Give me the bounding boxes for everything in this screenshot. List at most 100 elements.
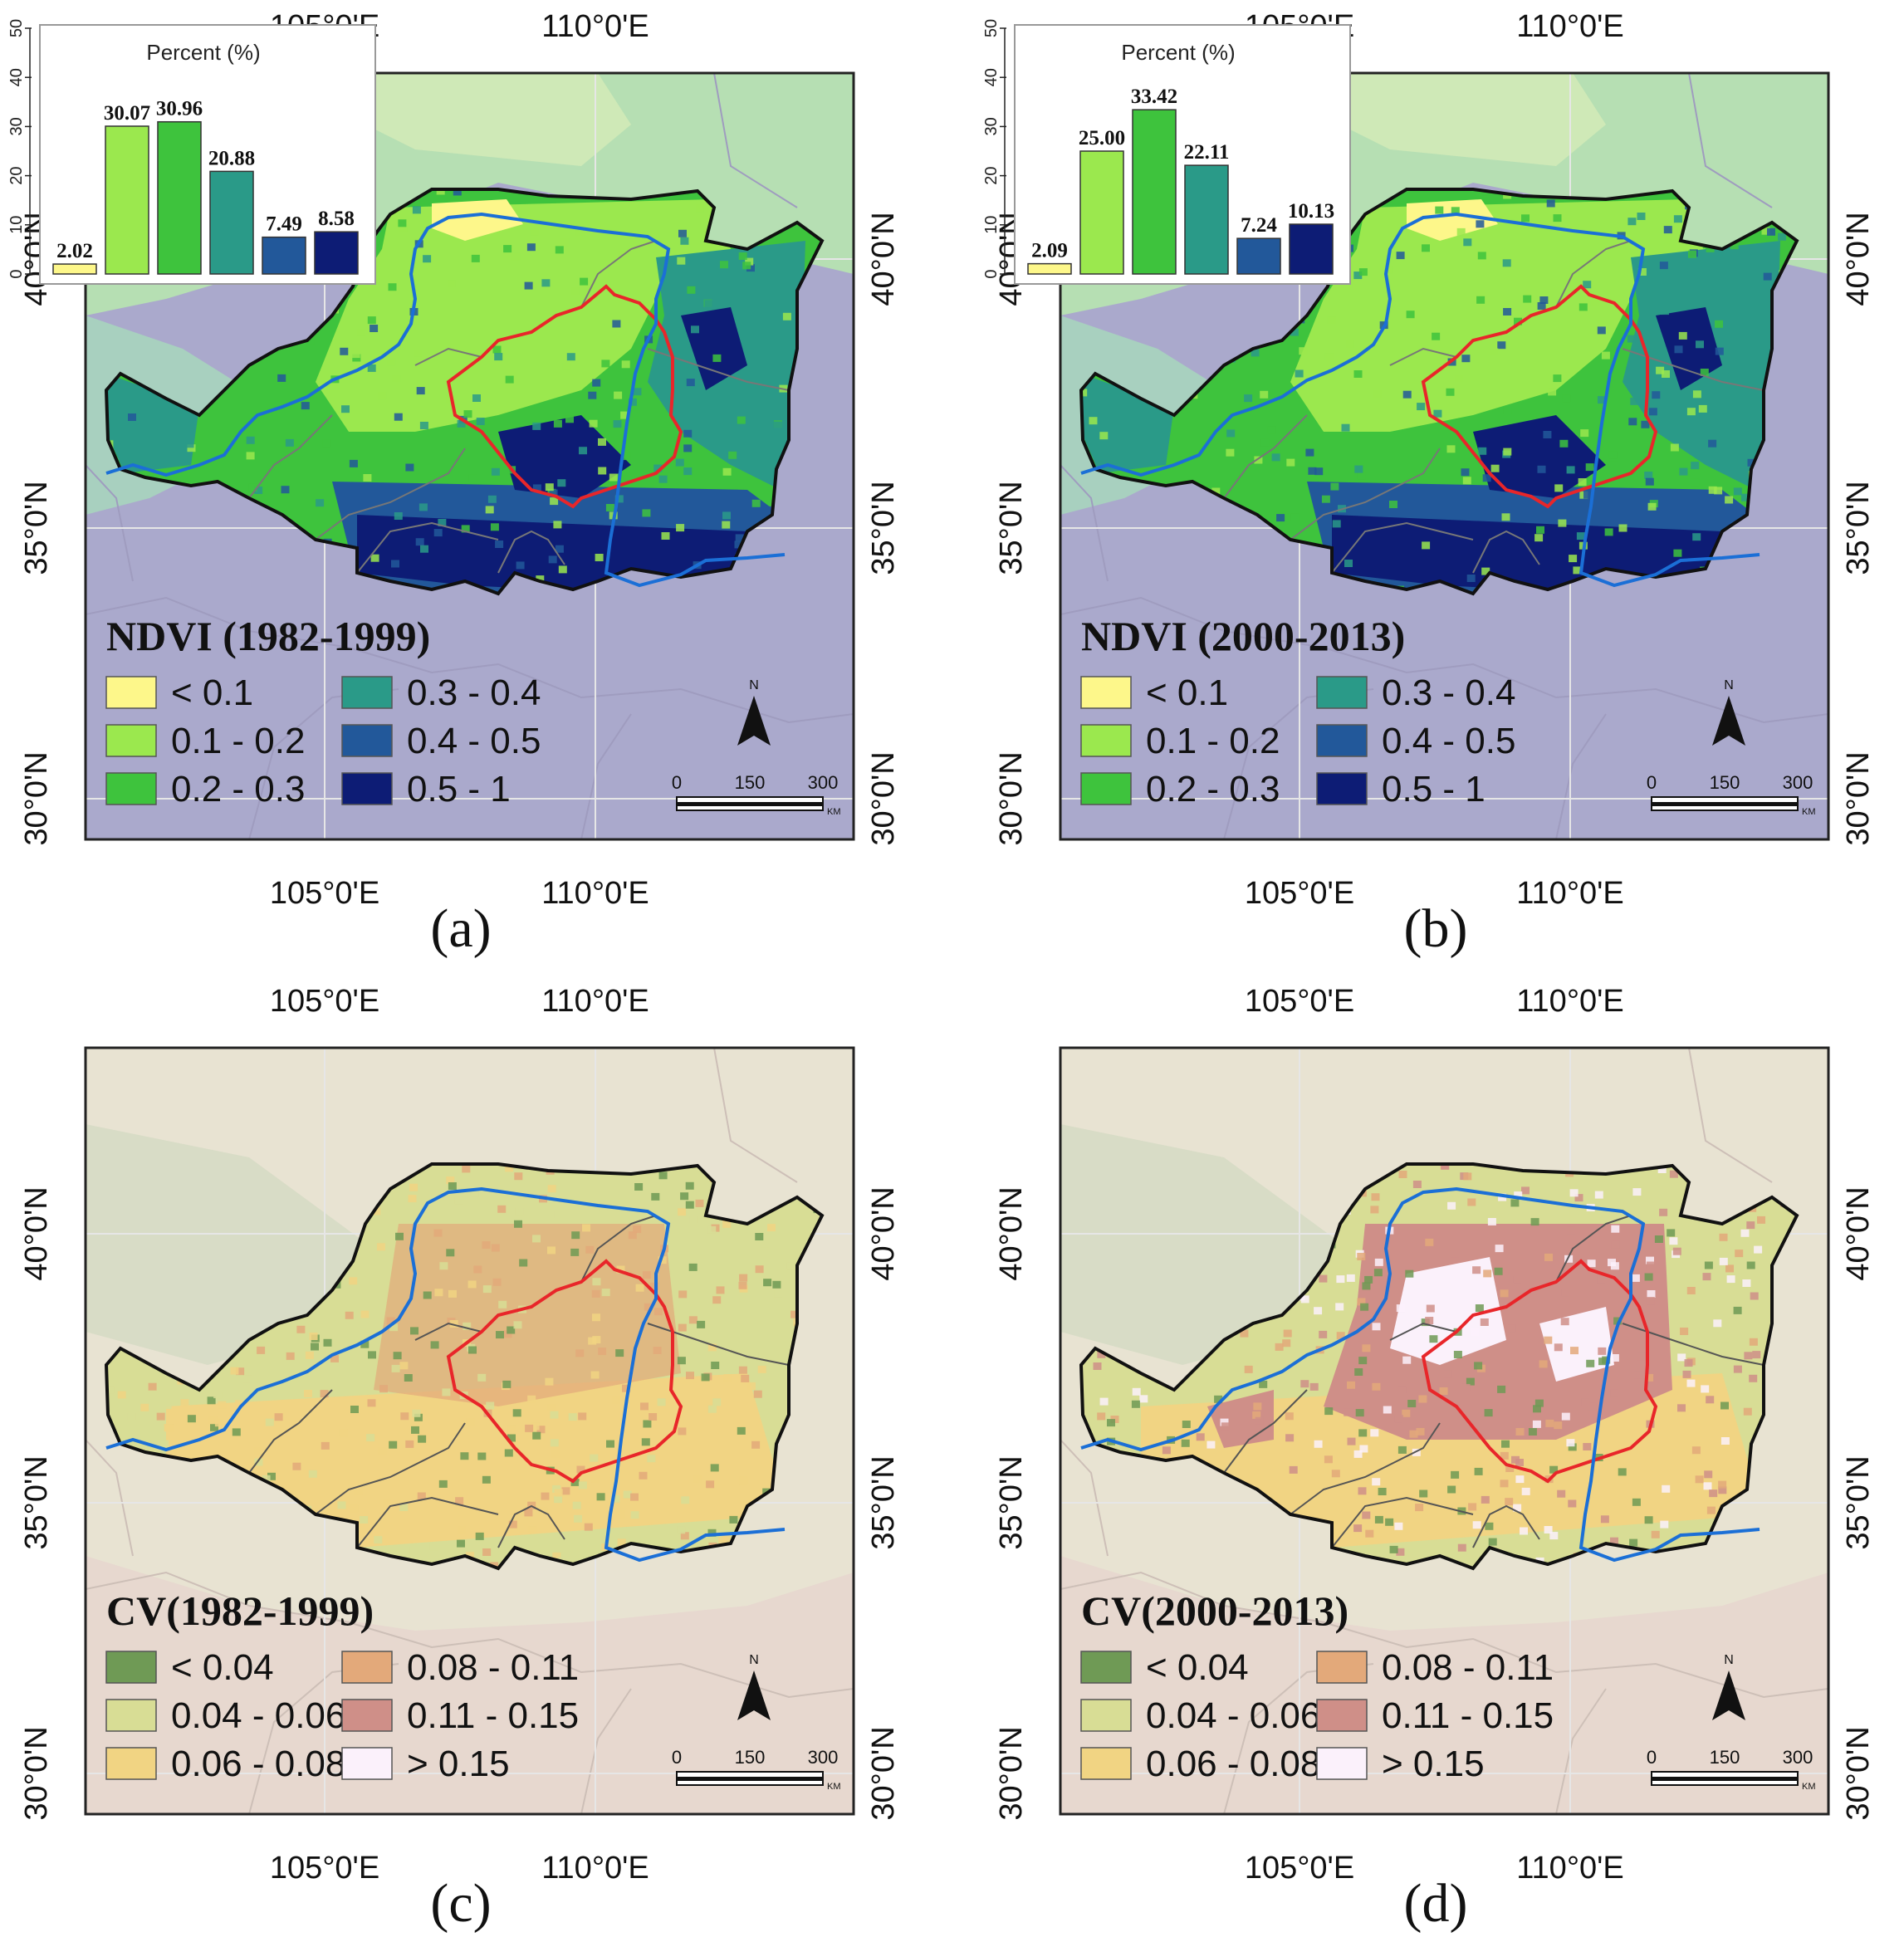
raster-pixel <box>434 1230 443 1237</box>
raster-pixel <box>689 1264 697 1271</box>
scale-bar-segment <box>1652 802 1725 806</box>
longitude-label-top: 110°0'E <box>1516 9 1624 44</box>
raster-pixel <box>1291 513 1300 521</box>
raster-pixel <box>585 1246 594 1254</box>
raster-pixel <box>1687 1380 1696 1387</box>
raster-pixel <box>493 1279 502 1286</box>
raster-pixel <box>547 1246 556 1254</box>
raster-pixel <box>1718 1481 1726 1489</box>
panel-caption: (a) <box>430 898 491 959</box>
raster-pixel <box>413 206 421 213</box>
raster-pixel <box>1207 1441 1215 1449</box>
legend-swatch <box>106 725 156 756</box>
raster-pixel <box>1375 1259 1383 1266</box>
raster-pixel <box>597 1493 605 1500</box>
longitude-label-bottom: 105°0'E <box>270 1851 379 1886</box>
raster-pixel <box>1559 440 1568 448</box>
raster-pixel <box>546 1211 555 1218</box>
raster-pixel <box>704 300 712 307</box>
raster-pixel <box>1422 541 1430 549</box>
longitude-label-top: 105°0'E <box>1245 984 1354 1019</box>
raster-pixel <box>1488 1218 1496 1225</box>
raster-pixel <box>398 219 406 227</box>
raster-pixel <box>149 1383 157 1391</box>
raster-pixel <box>1661 307 1669 315</box>
raster-pixel <box>1245 1366 1253 1373</box>
raster-pixel <box>1646 478 1654 486</box>
raster-pixel <box>1673 550 1681 557</box>
raster-pixel <box>1749 1375 1757 1382</box>
chart-ytick-label: 20 <box>7 166 26 184</box>
legend-label: 0.2 - 0.3 <box>1146 769 1280 810</box>
chart-ytick-label: 30 <box>7 117 26 135</box>
legend-swatch <box>1081 773 1131 805</box>
chart-value-label: 8.58 <box>318 208 355 230</box>
raster-pixel <box>1544 1526 1553 1533</box>
north-label: N <box>1724 1653 1734 1667</box>
raster-pixel <box>1742 1279 1750 1287</box>
longitude-label-bottom: 105°0'E <box>270 876 379 911</box>
raster-pixel <box>423 1292 432 1299</box>
raster-pixel <box>1097 1412 1105 1420</box>
raster-pixel <box>1455 375 1463 383</box>
chart-value-label: 2.09 <box>1031 240 1068 262</box>
raster-pixel <box>1597 1276 1605 1284</box>
raster-pixel <box>1358 1429 1367 1436</box>
raster-pixel <box>549 555 557 563</box>
raster-pixel <box>1440 1387 1448 1395</box>
raster-pixel <box>1713 1319 1721 1327</box>
legend-title: NDVI (2000-2013) <box>1081 613 1405 659</box>
raster-pixel <box>1395 1415 1403 1422</box>
raster-pixel <box>254 1448 262 1455</box>
legend-label: 0.4 - 0.5 <box>407 721 541 761</box>
raster-pixel <box>1674 215 1682 223</box>
raster-pixel <box>1197 1433 1205 1441</box>
raster-pixel <box>737 1427 746 1435</box>
raster-pixel <box>1468 1503 1476 1510</box>
raster-pixel <box>636 1284 644 1292</box>
raster-pixel <box>680 1192 688 1200</box>
raster-pixel <box>654 1308 663 1315</box>
raster-pixel <box>322 439 330 447</box>
raster-pixel <box>612 320 620 328</box>
raster-pixel <box>676 524 684 531</box>
longitude-label-bottom: 105°0'E <box>1245 876 1354 911</box>
raster-pixel <box>525 1425 533 1432</box>
raster-pixel <box>1471 1328 1479 1336</box>
raster-pixel <box>1402 1357 1411 1364</box>
latitude-label-left: 35°0'N <box>994 481 1029 575</box>
raster-pixel <box>1562 1413 1570 1421</box>
figure: 105°0'E110°0'E105°0'E110°0'E40°0'N35°0'N… <box>0 0 1904 1937</box>
raster-pixel <box>1413 1181 1422 1188</box>
raster-pixel <box>1671 444 1679 452</box>
longitude-label-bottom: 110°0'E <box>1516 1851 1624 1886</box>
raster-pixel <box>559 565 567 573</box>
raster-pixel <box>724 1374 732 1382</box>
raster-pixel <box>712 1398 721 1406</box>
raster-pixel <box>1089 417 1098 424</box>
raster-pixel <box>1554 1343 1563 1351</box>
raster-pixel <box>507 1426 516 1433</box>
raster-pixel <box>1569 555 1577 562</box>
raster-pixel <box>1360 1304 1368 1311</box>
raster-pixel <box>399 1362 408 1369</box>
raster-pixel <box>1503 259 1511 267</box>
raster-pixel <box>563 363 571 370</box>
raster-pixel <box>340 1429 348 1436</box>
raster-pixel <box>683 444 692 452</box>
raster-pixel <box>1305 449 1314 457</box>
raster-pixel <box>739 1282 747 1289</box>
raster-pixel <box>1673 1248 1681 1255</box>
legend-label: > 0.15 <box>407 1744 510 1784</box>
legend-title: CV(1982-1999) <box>106 1587 374 1634</box>
raster-pixel <box>321 1442 330 1450</box>
raster-pixel <box>1485 1409 1493 1416</box>
raster-pixel <box>1522 1488 1530 1495</box>
raster-pixel <box>366 1434 374 1441</box>
raster-pixel <box>1734 1307 1742 1314</box>
raster-pixel <box>1629 1539 1637 1547</box>
raster-pixel <box>570 1249 579 1256</box>
raster-pixel <box>1570 1347 1579 1354</box>
raster-pixel <box>1451 1250 1459 1258</box>
chart-title: Percent (%) <box>1121 40 1235 65</box>
